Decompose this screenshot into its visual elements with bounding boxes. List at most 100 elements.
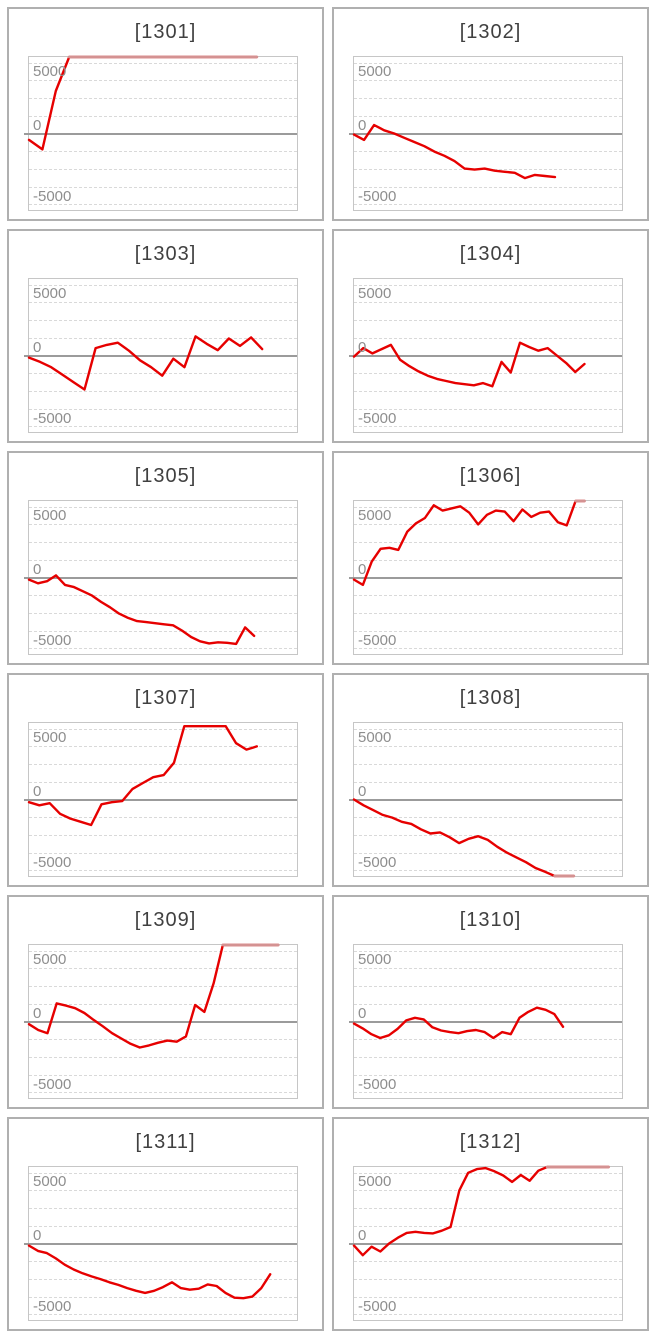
zero-axis-line [24,798,297,801]
chart-panel-1307: [1307] 5000 0 -5000 [7,673,324,887]
gridline [29,337,297,339]
gridline [29,408,297,410]
y-tick-label: 0 [358,116,367,134]
series-line [29,726,257,825]
plot-area: 5000 0 -5000 [349,944,623,1099]
y-tick-label: 0 [358,1004,367,1022]
plot-area: 5000 0 -5000 [349,500,623,655]
gridline [354,1278,622,1280]
gridline [29,506,297,508]
chart-panel-1302: [1302] 5000 0 -5000 [332,7,649,221]
series-line-svg [29,57,297,210]
gridline [354,1074,622,1076]
gridline [29,204,297,206]
y-tick-label: 0 [33,782,42,800]
gridline [29,62,297,64]
y-tick-label: 5000 [358,285,392,303]
gridline [354,426,622,428]
gridline [29,968,297,970]
series-line-svg [354,945,622,1098]
gridline [354,390,622,392]
y-tick-label: -5000 [358,409,397,427]
series-line-svg [354,57,622,210]
zero-axis-line [24,354,297,357]
gridline [29,746,297,748]
plot-area: 5000 0 -5000 [349,722,623,877]
chart-panel-1305: [1305] 5000 0 -5000 [7,451,324,665]
y-tick-label: 5000 [358,729,392,747]
y-tick-label: 0 [358,1226,367,1244]
series-line-svg [354,1167,622,1320]
y-tick-label: 0 [358,338,367,356]
zero-axis-line [349,576,622,579]
gridline [29,1314,297,1316]
gridline [354,373,622,375]
y-tick-label: -5000 [358,1297,397,1315]
gridline [29,168,297,170]
series-line [354,1008,563,1038]
y-tick-label: 5000 [33,507,67,525]
gridline [29,1074,297,1076]
gridline [354,870,622,872]
gridline [354,320,622,322]
plot-area: 5000 0 -5000 [24,1166,298,1321]
chart-title: [1301] [134,21,197,43]
chart-panel-1308: [1308] 5000 0 -5000 [332,673,649,887]
chart-title: [1311] [135,1131,196,1153]
y-tick-label: -5000 [358,1075,397,1093]
gridline [29,426,297,428]
chart-panel-1310: [1310] 5000 0 -5000 [332,895,649,1109]
gridline [354,834,622,836]
gridline [354,817,622,819]
series-line-svg [29,279,297,432]
gridline [354,302,622,304]
gridline [29,612,297,614]
plot-area: 5000 0 -5000 [24,278,298,433]
gridline [29,284,297,286]
y-tick-label: -5000 [33,631,72,649]
gridline [354,728,622,730]
gridline [29,595,297,597]
chart-title: [1306] [459,465,522,487]
chart-title: [1308] [459,687,522,709]
gridline [29,151,297,153]
y-tick-label: 0 [358,782,367,800]
zero-axis-line [24,1242,297,1245]
y-tick-label: 5000 [33,951,67,969]
gridline [354,746,622,748]
gridline [354,204,622,206]
gridline [354,595,622,597]
y-tick-label: 0 [33,1226,42,1244]
y-tick-label: -5000 [33,409,72,427]
gridline [354,852,622,854]
y-tick-label: 5000 [358,63,392,81]
series-line [29,575,254,644]
gridline [29,648,297,650]
gridline [29,1039,297,1041]
chart-panel-1312: [1312] 5000 0 -5000 [332,1117,649,1331]
gridline [354,542,622,544]
series-line-svg [354,279,622,432]
gridline [29,1225,297,1227]
gridline [29,817,297,819]
y-tick-label: 5000 [358,951,392,969]
gridline [29,1092,297,1094]
series-line-svg [29,501,297,654]
gridline [29,1278,297,1280]
zero-axis-line [349,798,622,801]
series-line-svg [29,1167,297,1320]
plot-area: 5000 0 -5000 [24,56,298,211]
series-line [354,800,574,877]
zero-axis-line [349,354,622,357]
gridline [29,524,297,526]
y-tick-label: -5000 [33,1075,72,1093]
gridline [29,852,297,854]
chart-title: [1310] [459,909,522,931]
gridline [354,612,622,614]
gridline [354,524,622,526]
y-tick-label: -5000 [33,853,72,871]
chart-panel-1311: [1311] 5000 0 -5000 [7,1117,324,1331]
y-tick-label: 0 [358,560,367,578]
gridline [29,1172,297,1174]
